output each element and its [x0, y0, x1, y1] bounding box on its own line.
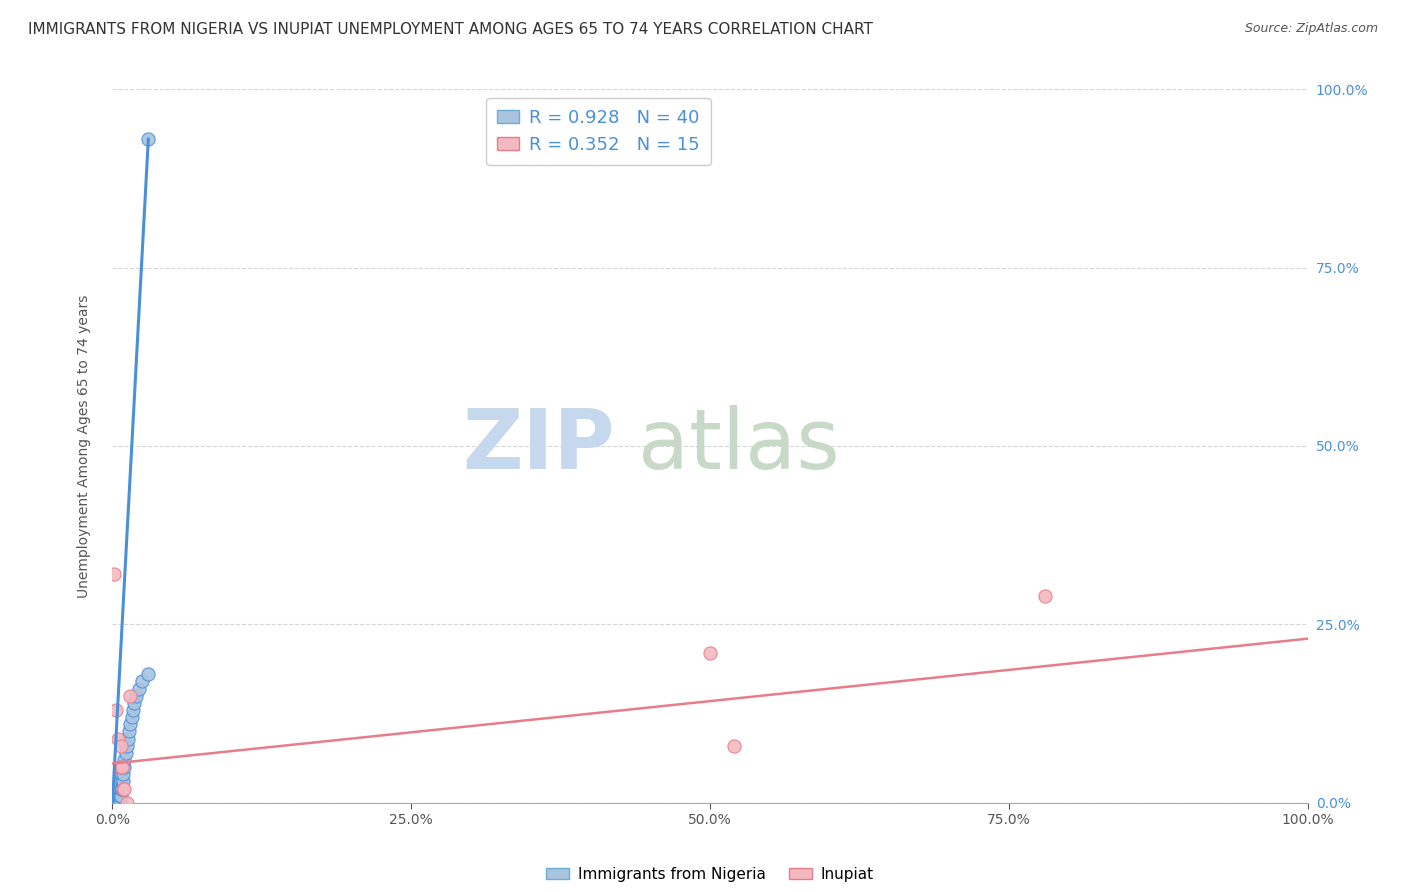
Point — [105, 789, 128, 803]
Point — [114, 753, 135, 767]
Point — [110, 739, 132, 753]
Point — [105, 796, 128, 810]
Point — [103, 567, 125, 582]
Point — [128, 681, 150, 696]
Point — [115, 796, 138, 810]
Point — [105, 796, 128, 810]
Point — [103, 796, 125, 810]
Point — [112, 767, 135, 781]
Point — [108, 760, 131, 774]
Point — [120, 689, 142, 703]
Point — [723, 739, 745, 753]
Point — [108, 789, 131, 803]
Point — [108, 774, 131, 789]
Point — [104, 796, 127, 810]
Point — [111, 760, 134, 774]
Point — [699, 646, 721, 660]
Point — [111, 760, 134, 774]
Point — [112, 781, 135, 796]
Y-axis label: Unemployment Among Ages 65 to 74 years: Unemployment Among Ages 65 to 74 years — [77, 294, 91, 598]
Point — [108, 796, 131, 810]
Text: IMMIGRANTS FROM NIGERIA VS INUPIAT UNEMPLOYMENT AMONG AGES 65 TO 74 YEARS CORREL: IMMIGRANTS FROM NIGERIA VS INUPIAT UNEMP… — [28, 22, 873, 37]
Text: atlas: atlas — [638, 406, 839, 486]
Point — [104, 796, 127, 810]
Point — [104, 789, 127, 803]
Point — [121, 710, 143, 724]
Point — [114, 760, 135, 774]
Point — [107, 731, 129, 746]
Point — [138, 667, 160, 681]
Point — [118, 724, 141, 739]
Point — [110, 781, 132, 796]
Legend: Immigrants from Nigeria, Inupiat: Immigrants from Nigeria, Inupiat — [540, 861, 880, 888]
Point — [131, 674, 153, 689]
Point — [1033, 589, 1056, 603]
Point — [125, 689, 148, 703]
Point — [114, 781, 135, 796]
Point — [110, 767, 132, 781]
Point — [122, 696, 145, 710]
Point — [117, 731, 139, 746]
Point — [110, 789, 132, 803]
Point — [112, 774, 135, 789]
Point — [103, 796, 125, 810]
Point — [105, 796, 128, 810]
Point — [105, 781, 128, 796]
Point — [111, 774, 134, 789]
Point — [115, 739, 138, 753]
Point — [114, 746, 136, 760]
Point — [120, 717, 142, 731]
Point — [138, 132, 160, 146]
Point — [107, 781, 129, 796]
Point — [107, 796, 129, 810]
Point — [121, 703, 143, 717]
Point — [105, 789, 128, 803]
Point — [111, 781, 134, 796]
Text: ZIP: ZIP — [463, 406, 614, 486]
Text: Source: ZipAtlas.com: Source: ZipAtlas.com — [1244, 22, 1378, 36]
Point — [105, 781, 128, 796]
Point — [107, 789, 129, 803]
Point — [105, 703, 128, 717]
